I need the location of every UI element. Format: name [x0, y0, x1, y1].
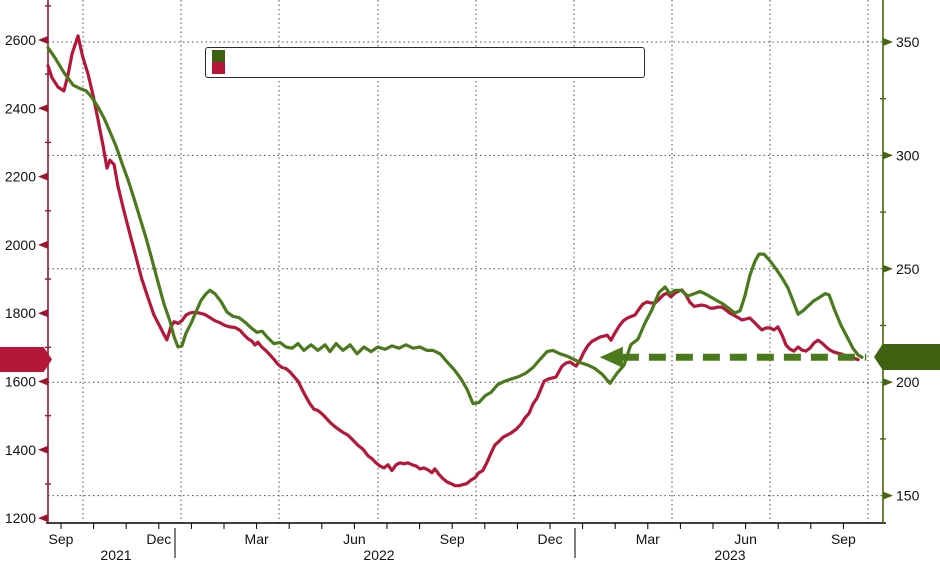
left-axis-tick-label: 2400 [5, 100, 36, 116]
left-axis-tick-arrow-icon [38, 240, 48, 249]
legend-entry-continuing-claims [212, 62, 636, 74]
left-axis-tick-label: 2200 [5, 169, 36, 185]
left-axis-tick-label: 1200 [5, 510, 36, 526]
x-axis-month-label: Jun [734, 531, 757, 547]
right-axis-tick-arrow-icon [883, 38, 893, 46]
right-axis-tick-arrow-icon [883, 151, 893, 160]
x-axis-month-label: Sep [49, 531, 74, 547]
trend-arrow [599, 346, 867, 368]
series-line-continuing-claims [46, 34, 860, 488]
left-axis-tick-arrow-icon [38, 377, 48, 386]
arrowhead-left-icon [599, 346, 623, 368]
series-line-initial-claims [46, 46, 864, 406]
legend-swatch-red-icon [212, 62, 225, 74]
right-axis: 350 300 250 200 150 [880, 0, 920, 523]
legend-swatch-green-icon [212, 50, 225, 62]
left-axis-tick-arrow-icon [38, 36, 48, 44]
left-axis: 2600 2400 2200 2000 1800 1600 1400 1200 [5, 0, 51, 526]
x-axis-month-label: Dec [538, 531, 563, 547]
x-axis-month-label: Sep [440, 531, 465, 547]
left-axis-tick-arrow-icon [38, 445, 48, 454]
right-axis-tick-label: 200 [896, 374, 920, 390]
left-axis-tick-arrow-icon [38, 309, 48, 318]
left-axis-tick-label: 1600 [5, 374, 36, 390]
x-axis-year-label: 2021 [100, 547, 131, 561]
horizontal-gridlines [48, 41, 883, 497]
x-axis-month-label: Sep [831, 531, 856, 547]
right-axis-tick-arrow-icon [883, 491, 893, 500]
x-axis-month-label: Mar [636, 531, 660, 547]
right-axis-tick-label: 300 [896, 147, 920, 163]
left-axis-tick-label: 1400 [5, 442, 36, 458]
x-axis-year-label: 2023 [714, 547, 745, 561]
left-axis-tick-arrow-icon [38, 172, 48, 181]
left-axis-tick-label: 2000 [5, 237, 36, 253]
vertical-gridlines [82, 0, 869, 523]
right-axis-tick-label: 250 [896, 261, 920, 277]
right-axis-tick-arrow-icon [883, 264, 893, 273]
right-axis-tick-label: 350 [896, 34, 920, 50]
left-axis-tick-arrow-icon [38, 514, 48, 523]
left-axis-tick-label: 1800 [5, 305, 36, 321]
x-axis-month-label: Dec [146, 531, 171, 547]
right-axis-tick-label: 150 [896, 488, 920, 504]
x-axis-month-label: Jun [343, 531, 366, 547]
left-axis-last-value-badge [0, 347, 52, 372]
x-axis-month-label: Mar [245, 531, 269, 547]
legend [205, 47, 645, 78]
x-axis-year-label: 2022 [363, 547, 394, 561]
right-axis-last-value-badge [874, 344, 940, 370]
left-axis-tick-arrow-icon [38, 104, 48, 113]
x-axis: Sep Dec Mar Jun Sep Dec Mar Jun Sep 2021 2022 2023 [46, 522, 886, 561]
right-axis-tick-arrow-icon [883, 378, 893, 387]
left-axis-tick-label: 2600 [5, 32, 36, 48]
legend-entry-initial-claims [212, 50, 636, 62]
